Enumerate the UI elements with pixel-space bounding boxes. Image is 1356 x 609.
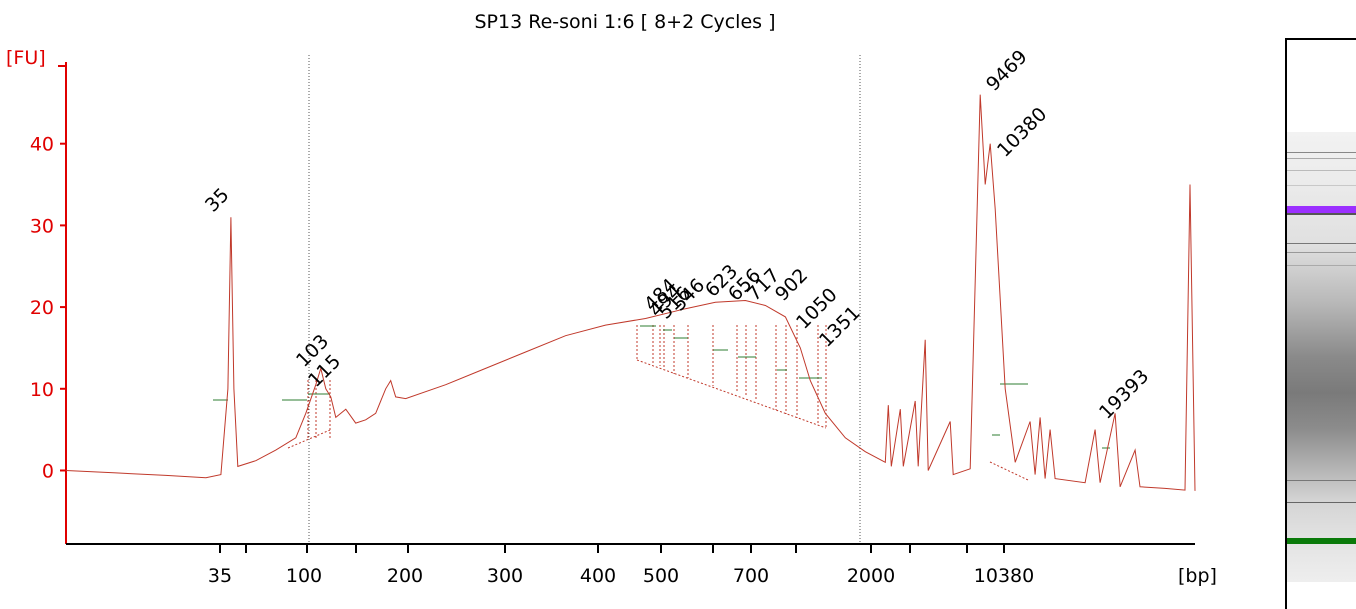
x-tick-label: 500	[643, 565, 679, 587]
peak-label: 35	[201, 184, 234, 217]
upper-marker-band	[1287, 206, 1356, 213]
gel-image-panel	[1285, 38, 1356, 609]
peak-labels: 3510311548449451654662365671790210501351…	[201, 46, 1153, 424]
x-tick-label: 300	[487, 565, 523, 587]
x-tick-label: 10380	[974, 565, 1034, 587]
x-tick-label: 2000	[847, 565, 895, 587]
lower-marker-band	[1287, 538, 1356, 544]
x-tick-label: 100	[286, 565, 322, 587]
y-tick-label: 20	[30, 297, 54, 319]
y-tick-label: 30	[30, 215, 54, 237]
x-axis-ticks: 35 100 200 300 400 500 700 2000 10380	[208, 544, 1034, 587]
gel-band	[1287, 265, 1356, 266]
gel-band	[1287, 502, 1356, 503]
y-axis-label: [FU]	[6, 47, 46, 69]
x-tick-label: 35	[208, 565, 232, 587]
gel-lane	[1287, 132, 1356, 582]
gel-band	[1287, 252, 1356, 253]
gel-band	[1287, 170, 1356, 171]
y-axis-ticks: 0 10 20 30 40	[30, 65, 66, 482]
y-tick-label: 10	[30, 379, 54, 401]
chart-title: SP13 Re-soni 1:6 [ 8+2 Cycles ]	[475, 11, 776, 33]
peak-label: 9469	[982, 46, 1032, 96]
x-tick-label: 200	[387, 565, 423, 587]
trace-line	[65, 94, 1196, 491]
gel-band	[1287, 213, 1356, 215]
x-tick-label: 400	[580, 565, 616, 587]
peak-label: 902	[771, 264, 812, 305]
electropherogram-chart: SP13 Re-soni 1:6 [ 8+2 Cycles ] [FU] [bp…	[6, 11, 1217, 587]
x-tick-label: 700	[733, 565, 769, 587]
y-tick-label: 0	[42, 460, 54, 482]
region-markers	[213, 325, 1110, 481]
gel-band	[1287, 480, 1356, 481]
x-axis-label: [bp]	[1178, 565, 1217, 587]
gel-band	[1287, 185, 1356, 186]
region-boundary	[989, 461, 1029, 481]
peak-label: 19393	[1095, 365, 1153, 423]
region-boundary	[636, 359, 827, 429]
y-tick-label: 40	[30, 134, 54, 156]
gel-band	[1287, 152, 1356, 153]
gel-band	[1287, 158, 1356, 159]
gel-band	[1287, 243, 1356, 244]
peak-label: 10380	[993, 103, 1051, 161]
